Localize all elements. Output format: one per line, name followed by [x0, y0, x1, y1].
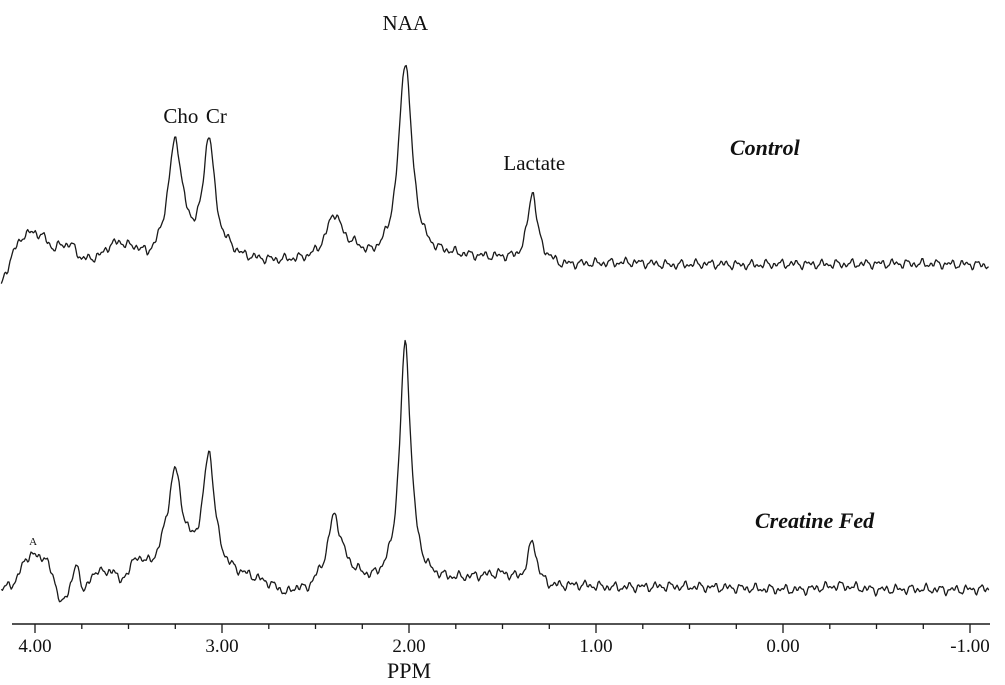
spectrum-trace-control: [0, 64, 989, 284]
peak-label-cr: Cr: [206, 104, 227, 128]
x-tick-label: 3.00: [205, 636, 238, 657]
x-tick-label: 2.00: [392, 636, 425, 657]
x-axis-title: PPM: [387, 658, 431, 683]
x-axis: 4.00 3.00 2.00 1.00 0.00 -1.00: [12, 623, 990, 657]
peak-label-naa: NAA: [383, 11, 429, 35]
series-label-creatine-fed: Creatine Fed: [755, 508, 875, 533]
peak-label-cho: Cho: [163, 104, 198, 128]
peak-labels: Cho Cr NAA Lactate A: [29, 11, 565, 548]
x-tick-label: 0.00: [766, 636, 799, 657]
peak-label-lactate: Lactate: [503, 151, 565, 175]
spectrum-trace-creatine-fed: [0, 339, 990, 603]
annotation-a: A: [29, 536, 37, 548]
x-tick-label: 4.00: [18, 636, 51, 657]
x-tick-label: -1.00: [950, 636, 990, 657]
spectra-traces: [0, 64, 990, 603]
x-tick-label: 1.00: [579, 636, 612, 657]
series-label-control: Control: [730, 135, 801, 160]
series-labels: Control Creatine Fed: [730, 135, 875, 533]
